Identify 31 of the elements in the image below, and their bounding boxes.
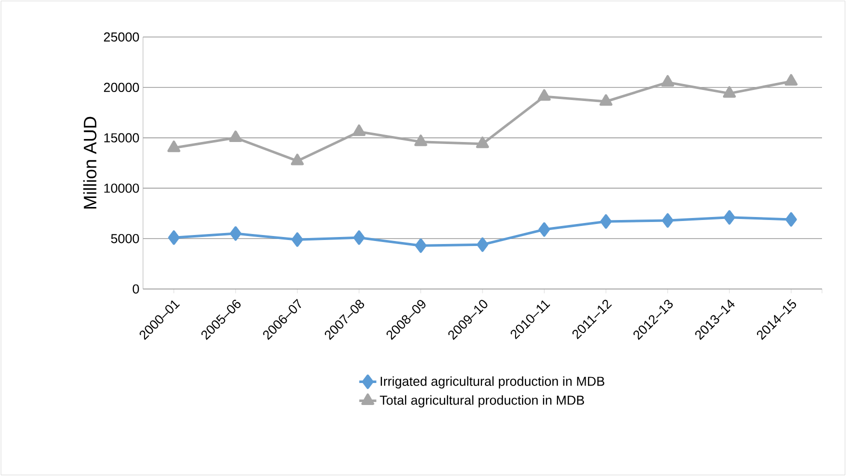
y-tick-label: 10000 xyxy=(104,184,139,193)
point xyxy=(476,237,488,252)
y-tick-label: 5000 xyxy=(111,234,139,244)
y-axis-title: Million AUD xyxy=(83,116,96,209)
point xyxy=(722,86,736,98)
legend-label: Irrigated agricultural production in MDB xyxy=(380,376,604,388)
point xyxy=(600,94,612,106)
point xyxy=(414,134,428,146)
y-tick-label: 0 xyxy=(132,284,139,294)
point xyxy=(353,230,365,245)
point xyxy=(661,75,674,87)
point xyxy=(415,238,427,253)
point xyxy=(229,130,242,142)
y-tick-label: 20000 xyxy=(104,82,139,92)
y-tick-label: 15000 xyxy=(104,133,139,142)
point xyxy=(785,212,797,227)
point xyxy=(538,89,551,101)
point xyxy=(290,154,304,166)
point xyxy=(476,136,489,148)
point xyxy=(600,214,612,229)
point xyxy=(230,226,242,241)
point xyxy=(352,124,366,136)
point xyxy=(662,213,674,228)
y-tick-label: 25000 xyxy=(104,32,139,42)
point xyxy=(167,140,180,152)
point xyxy=(538,222,550,237)
point xyxy=(724,210,736,225)
point xyxy=(784,74,798,86)
legend-label: Total agricultural production in MDB xyxy=(380,395,584,408)
point xyxy=(168,230,180,245)
point xyxy=(292,232,304,247)
